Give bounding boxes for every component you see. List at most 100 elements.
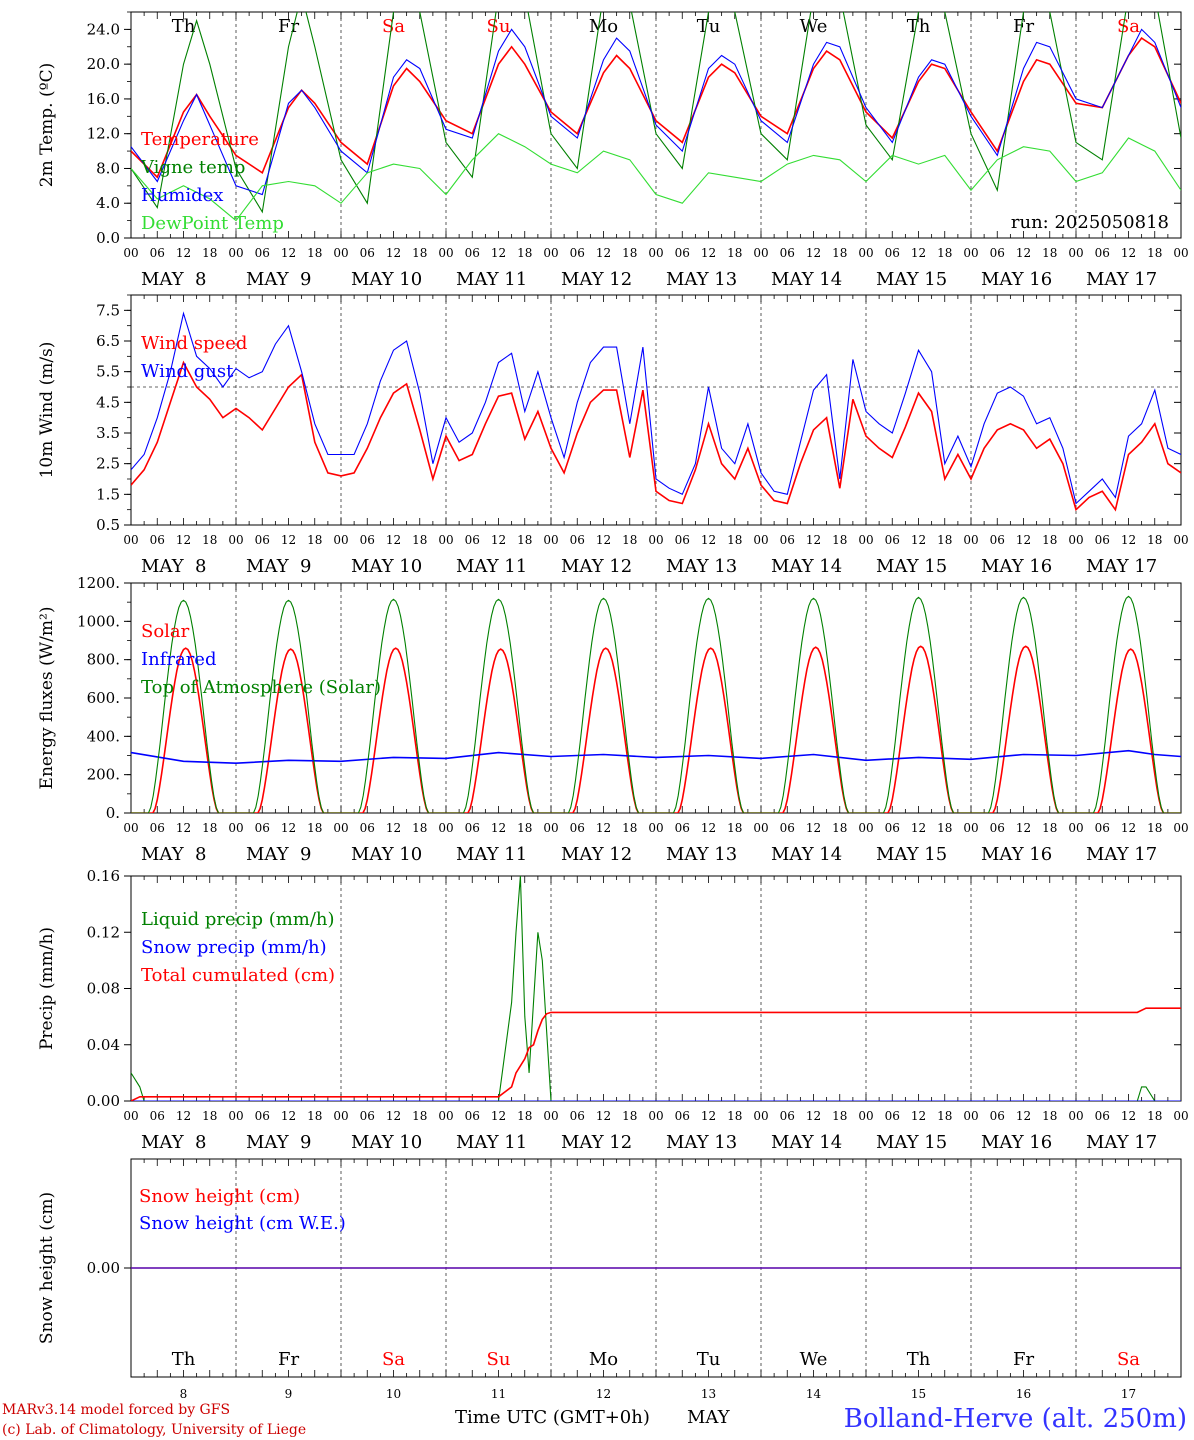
hour-label: 12 [1121,246,1136,260]
hour-label: 12 [386,1109,401,1123]
day-number: 14 [806,1387,822,1401]
x-ticks [130,12,1182,238]
hour-label: 00 [753,1109,768,1123]
day-label: MAY 15 [876,1132,947,1153]
day-label: MAY 14 [771,844,842,865]
hour-label: 00 [648,821,663,835]
hour-label: 18 [622,533,637,547]
hour-label: 06 [255,533,270,547]
hour-label: 18 [1042,1109,1057,1123]
y-tick-label: 4.0 [96,194,120,212]
hour-label: 18 [1042,821,1057,835]
hour-label: 12 [1016,246,1031,260]
hour-label: 18 [1042,533,1057,547]
hour-label: 12 [596,246,611,260]
day-label: MAY 13 [666,556,737,577]
legend-entry: Humidex [141,185,223,206]
hour-label: 18 [202,1109,217,1123]
y-tick-label: 200. [87,766,120,784]
day-number: 17 [1121,1387,1136,1401]
day-label: MAY 12 [561,556,632,577]
y-tick-label: 20.0 [87,55,120,73]
hour-label: 06 [885,1109,900,1123]
weekday-label: Th [172,1349,196,1370]
y-tick-label: 24.0 [87,20,120,38]
hour-label: 12 [281,533,296,547]
y-tick-label: 1000. [77,612,120,630]
hour-label: 00 [1068,1109,1083,1123]
weekday-label: Fr [1013,16,1034,37]
legend-entry: Snow height (cm W.E.) [139,1213,346,1234]
hour-label: 06 [150,246,165,260]
footer-model: MARv3.14 model forced by GFS [2,1402,230,1418]
day-label: MAY 12 [561,1132,632,1153]
day-label: MAY 17 [1086,844,1157,865]
y-tick-label: 8.0 [96,159,120,177]
y-tick-label: 0.16 [87,867,120,885]
hour-label: 00 [438,246,453,260]
hour-label: 00 [123,246,138,260]
hour-label: 06 [885,246,900,260]
series-line-vigne-temp [131,12,1181,214]
day-label: MAY 11 [456,844,527,865]
hour-label: 12 [1121,821,1136,835]
hour-label: 18 [202,533,217,547]
hour-label: 18 [937,246,952,260]
y-tick-label: 4.5 [96,393,120,411]
hour-label: 00 [963,821,978,835]
hour-label: 00 [648,246,663,260]
day-label: MAY 16 [981,556,1052,577]
hour-label: 06 [360,246,375,260]
hour-label: 06 [990,246,1005,260]
hour-label: 18 [1147,533,1162,547]
hour-label: 00 [858,246,873,260]
hour-label: 06 [465,821,480,835]
day-label: MAY 13 [666,269,737,290]
y-axis-label: Energy fluxes (W/m²) [37,607,57,790]
day-label: MAY 16 [981,844,1052,865]
day-number: 9 [285,1387,293,1401]
hour-label: 06 [150,821,165,835]
hour-label: 18 [1147,1109,1162,1123]
weekday-label: Su [487,16,511,37]
hour-label: 06 [780,246,795,260]
hour-label: 18 [517,246,532,260]
series-line-liquid-precip-mm-h [131,876,1181,1101]
day-label: MAY 10 [351,556,422,577]
legend-entry: Vigne temp [140,157,245,178]
hour-label: 12 [176,533,191,547]
series-line-wind-speed [131,360,1181,512]
hour-label: 06 [360,1109,375,1123]
day-label: MAY 11 [456,1132,527,1153]
hour-label: 06 [465,1109,480,1123]
hour-label: 12 [1121,533,1136,547]
hour-label: 00 [333,1109,348,1123]
day-label: MAY 11 [456,556,527,577]
hour-label: 06 [465,246,480,260]
day-label: MAY 15 [876,556,947,577]
day-label: MAY 9 [246,844,311,865]
x-ticks [130,1159,1182,1377]
hour-label: 00 [648,1109,663,1123]
hour-label: 06 [675,1109,690,1123]
weekday-label: Su [487,1349,511,1370]
hour-label: 00 [1173,246,1188,260]
hour-label: 12 [491,246,506,260]
hour-label: 00 [753,246,768,260]
hour-label: 00 [543,533,558,547]
hour-label: 18 [517,821,532,835]
legend-entry: DewPoint Temp [141,213,284,234]
panel-3: 0. 200. 400. 600. 800. 1000. 1200. Energy fluxe… [37,574,1189,865]
panels: 0.0 4.0 8.0 12.0 16.0 20.0 24.0 2m Temp. (ºC) 00… [37,11,1189,1401]
day-label: MAY 16 [981,1132,1052,1153]
hour-label: 18 [937,533,952,547]
weekday-label: Sa [382,1349,405,1370]
hour-label: 06 [780,1109,795,1123]
hour-label: 12 [491,533,506,547]
hour-label: 18 [622,1109,637,1123]
panel-2: 0.5 1.5 2.5 3.5 4.5 5.5 6.5 7.5 10m Wind (m/s) 00… [37,294,1189,577]
hour-label: 00 [858,533,873,547]
hour-label: 00 [858,821,873,835]
hour-label: 12 [596,1109,611,1123]
hour-label: 18 [727,533,742,547]
